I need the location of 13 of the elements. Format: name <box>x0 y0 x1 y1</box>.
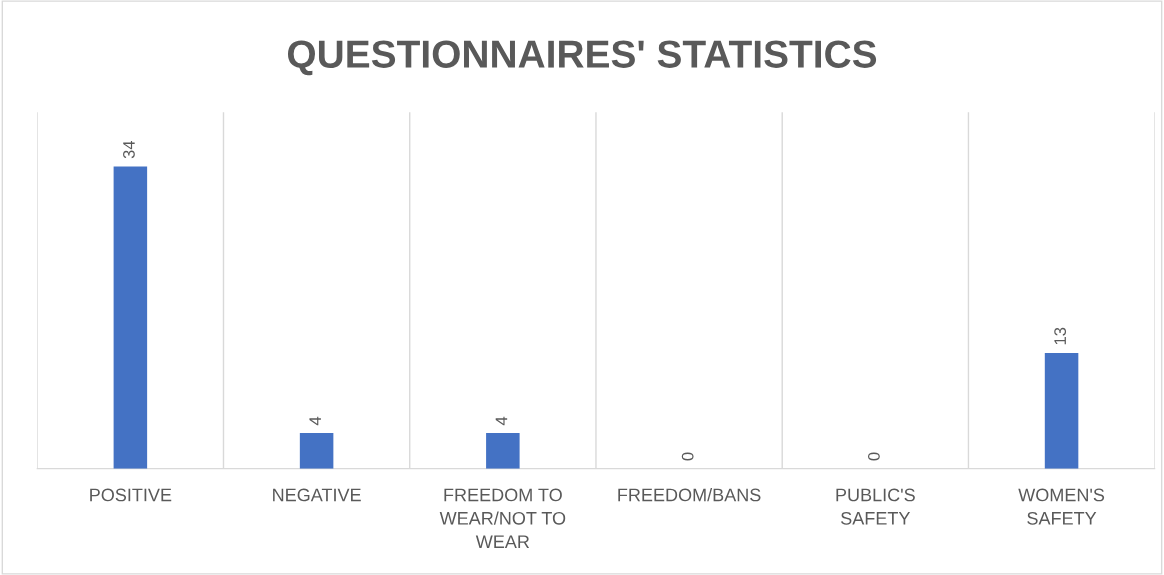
data-label: 4 <box>495 416 508 426</box>
data-label: 0 <box>868 452 880 461</box>
x-tick-label: POSITIVE <box>90 488 172 502</box>
data-label: 13 <box>1054 327 1067 345</box>
x-tick-label: FREEDOM TO WEAR/NOT TO WEAR <box>439 488 566 548</box>
x-tick-label: NEGATIVE <box>273 488 361 502</box>
chart-title: QUESTIONNAIRES' STATISTICS <box>287 40 877 76</box>
x-tick-label: FREEDOM/BANS <box>618 488 761 502</box>
data-label: 34 <box>123 140 135 159</box>
data-label: 4 <box>309 416 321 426</box>
x-tick-label: PUBLIC'S SAFETY <box>836 488 915 525</box>
data-label: 0 <box>681 452 694 461</box>
x-tick-label: WOMEN'S SAFETY <box>1018 488 1105 525</box>
